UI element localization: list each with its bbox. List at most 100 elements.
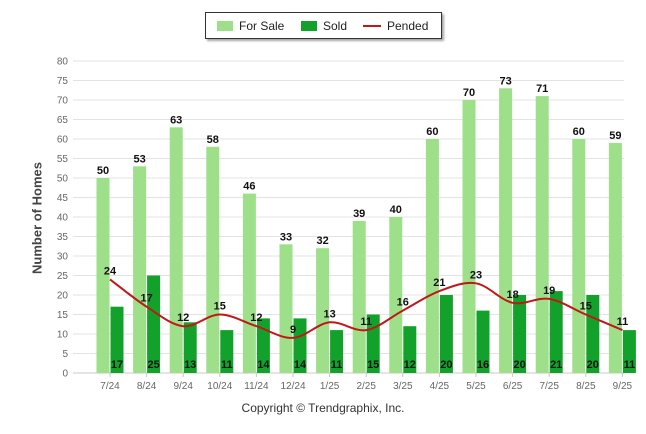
legend-item-pended[interactable]: Pended (363, 18, 428, 34)
y-tick-label: 55 (57, 154, 69, 165)
for-sale-data-label: 60 (426, 126, 438, 138)
sold-legend-label: Sold (323, 19, 348, 33)
y-tick-label: 15 (57, 310, 69, 321)
for-sale-data-label: 50 (97, 165, 109, 177)
x-tick-label: 11/24 (244, 381, 269, 392)
legend-item-for-sale[interactable]: For Sale (217, 18, 284, 34)
for-sale-bar (169, 127, 183, 373)
x-tick-label: 12/24 (280, 381, 305, 392)
sold-data-label: 20 (440, 359, 452, 371)
sold-bar (183, 322, 197, 373)
for-sale-data-label: 46 (243, 181, 255, 193)
for-sale-legend-label: For Sale (239, 19, 285, 33)
y-tick-label: 65 (57, 115, 69, 126)
legend: For Sale Sold Pended (205, 12, 442, 39)
pended-data-label: 15 (214, 301, 226, 313)
y-axis-title: Number of Homes (29, 162, 45, 274)
for-sale-data-label: 32 (316, 235, 328, 247)
for-sale-bar (572, 139, 586, 373)
sold-data-label: 14 (294, 359, 307, 371)
sold-bar (256, 318, 270, 373)
x-tick-label: 7/24 (100, 381, 120, 392)
for-sale-bar (352, 220, 366, 373)
pended-data-label: 11 (360, 316, 372, 328)
sold-bar (403, 326, 417, 373)
sold-bar (220, 330, 234, 373)
y-tick-label: 35 (57, 232, 69, 243)
for-sale-data-label: 33 (280, 231, 292, 243)
sold-bar (476, 310, 490, 373)
y-tick-label: 70 (57, 96, 69, 107)
for-sale-data-label: 60 (573, 126, 585, 138)
pended-line (109, 278, 623, 339)
y-tick-label: 0 (62, 369, 68, 380)
for-sale-bar (206, 146, 220, 373)
sold-bar (147, 275, 161, 373)
sold-data-label: 20 (513, 359, 525, 371)
legend-item-sold[interactable]: Sold (301, 18, 347, 34)
y-tick-label: 30 (57, 252, 69, 263)
for-sale-bar (608, 142, 622, 373)
x-tick-label: 1/25 (320, 381, 340, 392)
sold-data-label: 11 (331, 359, 343, 371)
for-sale-bar (242, 193, 256, 373)
for-sale-bar (535, 96, 549, 373)
x-tick-label: 8/25 (576, 381, 596, 392)
sold-data-label: 20 (587, 359, 599, 371)
pended-legend-label: Pended (387, 19, 429, 33)
sold-data-label: 14 (257, 359, 270, 371)
pended-data-label: 17 (140, 293, 152, 305)
pended-data-label: 21 (433, 277, 445, 289)
pended-data-label: 19 (543, 285, 555, 297)
pended-data-label: 12 (250, 312, 262, 324)
sold-swatch (301, 20, 317, 31)
y-tick-label: 20 (57, 291, 69, 302)
sold-data-label: 17 (111, 359, 123, 371)
x-tick-label: 10/24 (207, 381, 232, 392)
sold-data-label: 11 (624, 359, 636, 371)
x-tick-label: 9/24 (173, 381, 193, 392)
y-tick-label: 40 (57, 213, 69, 224)
for-sale-data-label: 71 (536, 83, 548, 95)
for-sale-bar (316, 248, 330, 373)
y-tick-label: 75 (57, 76, 69, 87)
x-tick-label: 6/25 (503, 381, 523, 392)
y-tick-label: 50 (57, 174, 69, 185)
x-tick-label: 8/24 (137, 381, 157, 392)
for-sale-bar (133, 166, 147, 373)
for-sale-data-label: 73 (499, 75, 511, 87)
pended-data-label: 9 (290, 324, 296, 336)
for-sale-data-label: 59 (609, 130, 621, 142)
for-sale-bar (96, 178, 110, 373)
sold-bar (439, 295, 453, 373)
y-tick-label: 80 (57, 57, 69, 68)
sold-data-label: 21 (550, 359, 562, 371)
sold-data-label: 12 (404, 359, 416, 371)
sold-bar (549, 291, 563, 373)
pended-data-label: 13 (323, 308, 335, 320)
sold-bar (293, 318, 307, 373)
pended-line-swatch (363, 24, 381, 27)
pended-data-label: 23 (470, 269, 482, 281)
for-sale-data-label: 63 (170, 114, 182, 126)
sold-bar (513, 295, 527, 373)
for-sale-bar (499, 88, 513, 374)
x-tick-label: 7/25 (539, 381, 559, 392)
x-tick-label: 3/25 (393, 381, 413, 392)
pended-data-label: 15 (580, 301, 592, 313)
for-sale-data-label: 53 (133, 153, 145, 165)
y-tick-label: 45 (57, 193, 69, 204)
for-sale-bar (425, 139, 439, 373)
pended-data-label: 11 (617, 316, 629, 328)
sold-bar (110, 306, 124, 373)
sold-data-label: 13 (184, 359, 196, 371)
pended-data-label: 18 (506, 289, 518, 301)
x-tick-label: 2/25 (356, 381, 376, 392)
sold-bar (330, 330, 344, 373)
sold-data-label: 15 (367, 359, 379, 371)
for-sale-data-label: 70 (463, 87, 475, 99)
copyright-text: Copyright © Trendgraphix, Inc. (241, 401, 405, 415)
sold-data-label: 11 (221, 359, 233, 371)
sold-bar (586, 295, 600, 373)
